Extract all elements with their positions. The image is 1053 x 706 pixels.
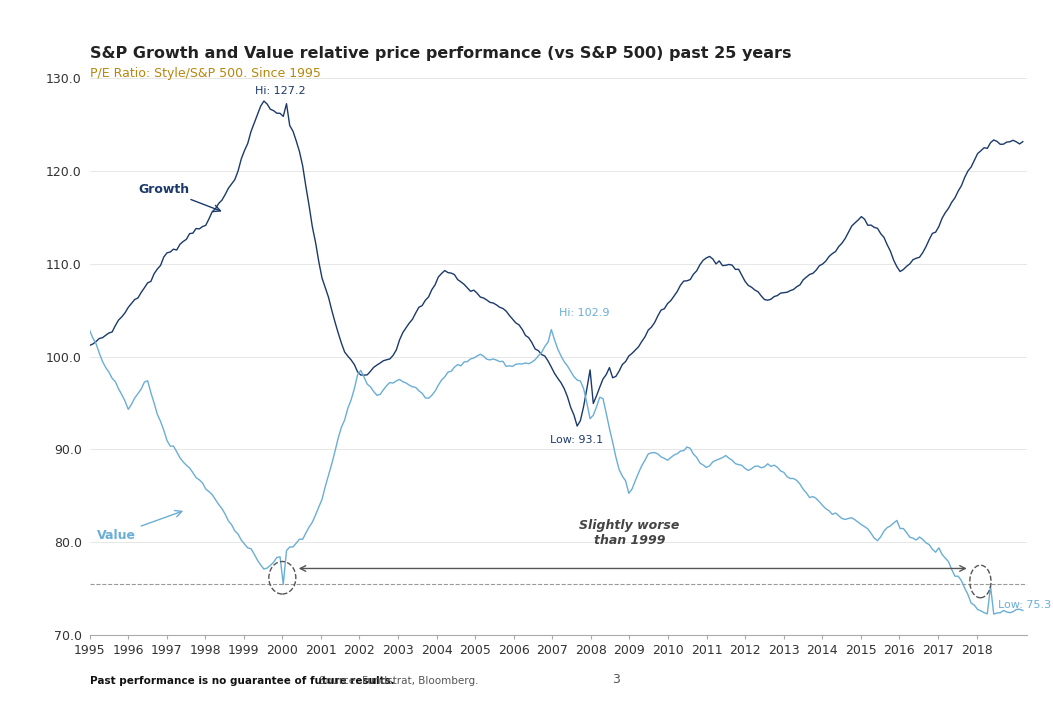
Text: Past performance is no guarantee of future results.: Past performance is no guarantee of futu…: [90, 676, 394, 686]
Text: 3: 3: [612, 674, 620, 686]
Text: Growth: Growth: [139, 183, 220, 212]
Text: Value: Value: [97, 510, 182, 542]
Text: Slightly worse
than 1999: Slightly worse than 1999: [579, 519, 679, 547]
Text: Low: 93.1: Low: 93.1: [550, 435, 603, 445]
Text: Low: 75.3: Low: 75.3: [998, 600, 1051, 610]
Text: P/E Ratio: Style/S&P 500. Since 1995: P/E Ratio: Style/S&P 500. Since 1995: [90, 67, 320, 80]
Text: Hi: 127.2: Hi: 127.2: [256, 86, 306, 96]
Text: Source: Fundstrat, Bloomberg.: Source: Fundstrat, Bloomberg.: [316, 676, 478, 686]
Text: S&P Growth and Value relative price performance (vs S&P 500) past 25 years: S&P Growth and Value relative price perf…: [90, 46, 791, 61]
Text: Hi: 102.9: Hi: 102.9: [559, 309, 610, 318]
